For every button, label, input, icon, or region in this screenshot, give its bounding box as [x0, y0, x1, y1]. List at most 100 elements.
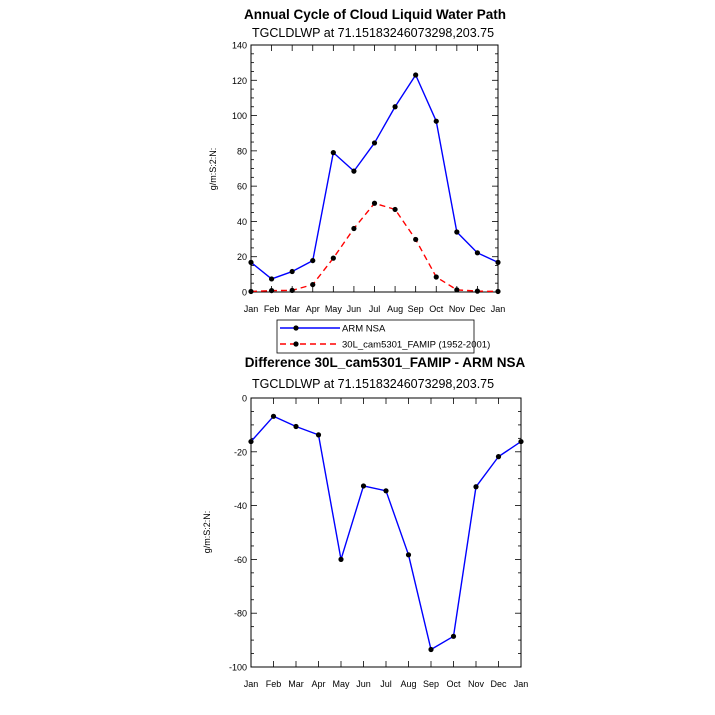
x-tick-label: Aug: [387, 304, 403, 314]
y-tick-label: -100: [229, 663, 247, 673]
x-tick-label: Jul: [380, 679, 392, 689]
x-tick-label: Jan: [244, 679, 259, 689]
y-tick-label: 80: [237, 146, 247, 156]
axes: 0 20 40 60 80 100 120 140 Jan Feb Mar Apr May Jun Jul A…: [232, 41, 505, 315]
data-point: [289, 287, 295, 294]
legend-marker: [293, 341, 299, 347]
data-point: [330, 255, 336, 261]
x-tick-label: Apr: [306, 304, 320, 314]
data-point: [474, 250, 481, 256]
x-tick-label: May: [332, 679, 350, 689]
x-tick-label: Dec: [490, 679, 507, 689]
data-point: [338, 556, 344, 563]
data-point: [383, 488, 389, 494]
data-point: [351, 225, 357, 232]
x-tick-label: Nov: [468, 679, 485, 689]
data-point: [248, 288, 254, 295]
data-point: [413, 72, 419, 78]
data-point: [268, 276, 275, 282]
x-tick-label: Jan: [491, 304, 506, 314]
data-point: [413, 236, 419, 243]
series-layer: [248, 72, 501, 295]
data-point: [371, 200, 378, 206]
data-point: [351, 168, 357, 174]
x-tick-label: Jun: [356, 679, 371, 689]
axes: -100 -80 -60 -40 -20 0 Jan Feb Mar Apr May Jun Jul Au…: [229, 394, 528, 690]
x-tick-label: Mar: [288, 679, 304, 689]
annual-cycle-chart: Annual Cycle of Cloud Liquid Water Path …: [208, 7, 506, 354]
plot-frame: [250, 397, 522, 668]
legend: ARM NSA 30L_cam5301_FAMIP (1952-2001): [276, 319, 490, 354]
x-tick-label: Jun: [347, 304, 362, 314]
x-tick-label: Jan: [244, 304, 259, 314]
data-point: [310, 281, 316, 288]
data-point: [405, 552, 412, 558]
data-point: [330, 150, 336, 156]
x-tick-label: Jul: [369, 304, 381, 314]
series-layer: [248, 413, 524, 653]
y-tick-label: 40: [237, 217, 247, 227]
plot-area: -100 -80 -60 -40 -20 0 Jan Feb Mar Apr May Jun Jul Au…: [229, 394, 528, 690]
data-point: [315, 432, 322, 438]
data-point: [268, 287, 275, 294]
data-point: [289, 268, 295, 275]
data-point: [454, 229, 460, 235]
y-tick-label: 0: [242, 394, 247, 404]
series-line: [250, 415, 522, 651]
y-tick-label: -20: [234, 447, 247, 457]
x-tick-label: Feb: [266, 679, 282, 689]
data-point: [360, 483, 367, 489]
y-tick-label: -60: [234, 555, 247, 565]
y-tick-label: 140: [232, 41, 247, 51]
data-point: [248, 259, 254, 265]
y-tick-label: 100: [232, 111, 247, 121]
y-axis-label: g/m:S:2:N:: [202, 511, 212, 554]
data-point: [454, 287, 460, 293]
data-point: [310, 257, 316, 264]
series-line: [250, 74, 499, 280]
x-tick-label: Oct: [446, 679, 461, 689]
x-tick-label: Nov: [449, 304, 466, 314]
chart-title: Annual Cycle of Cloud Liquid Water Path: [244, 7, 506, 22]
x-tick-label: May: [325, 304, 343, 314]
x-tick-label: Jan: [514, 679, 529, 689]
legend-label: 30L_cam5301_FAMIP (1952-2001): [342, 340, 490, 351]
y-tick-label: -40: [234, 501, 247, 511]
data-point: [495, 259, 501, 265]
x-tick-label: Sep: [408, 304, 424, 314]
legend-marker: [293, 325, 299, 331]
data-point: [428, 646, 434, 653]
data-point: [248, 438, 254, 445]
x-tick-label: Mar: [284, 304, 300, 314]
data-point: [495, 454, 502, 460]
difference-chart: Difference 30L_cam5301_FAMIP - ARM NSA T…: [202, 355, 528, 689]
y-tick-label: -80: [234, 609, 247, 619]
chart-title: Difference 30L_cam5301_FAMIP - ARM NSA: [245, 355, 526, 370]
legend-entries: ARM NSA 30L_cam5301_FAMIP (1952-2001): [280, 324, 490, 351]
chart-subtitle: TGCLDLWP at 71.15183246073298,203.75: [252, 377, 494, 391]
plot-frame: [250, 44, 499, 293]
y-tick-label: 120: [232, 76, 247, 86]
x-tick-label: Sep: [423, 679, 439, 689]
x-tick-label: Feb: [264, 304, 280, 314]
data-point: [473, 484, 479, 490]
x-tick-label: Dec: [469, 304, 486, 314]
y-tick-label: 0: [242, 288, 247, 298]
plot-area: 0 20 40 60 80 100 120 140 Jan Feb Mar Apr May Jun Jul A…: [232, 41, 505, 315]
data-point: [433, 118, 439, 124]
chart-subtitle: TGCLDLWP at 71.15183246073298,203.75: [252, 26, 494, 40]
data-point: [293, 423, 299, 430]
data-point: [392, 206, 398, 213]
data-point: [518, 438, 524, 445]
data-point: [474, 288, 481, 294]
data-point: [433, 274, 439, 280]
y-axis-label: g/m:S:2:N:: [208, 148, 218, 191]
data-point: [392, 104, 398, 110]
legend-label: ARM NSA: [342, 324, 386, 335]
data-point: [495, 288, 501, 295]
data-point: [371, 140, 378, 146]
y-tick-label: 60: [237, 182, 247, 192]
y-tick-label: 20: [237, 252, 247, 262]
x-tick-label: Aug: [400, 679, 416, 689]
